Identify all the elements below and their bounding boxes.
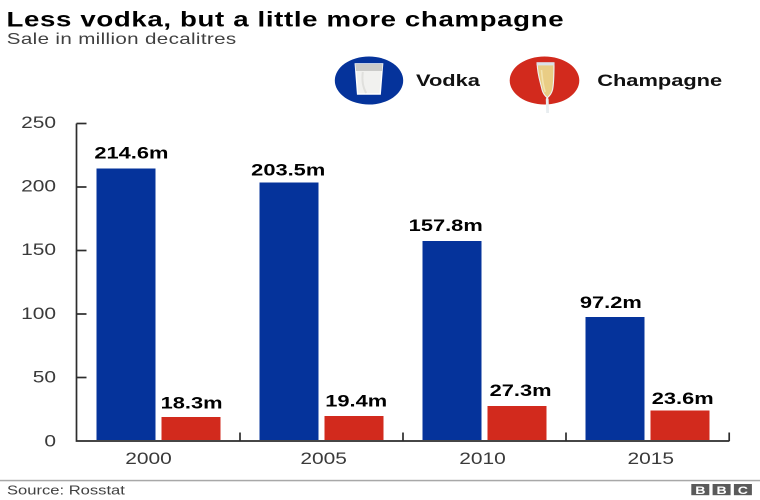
svg-text:Source: Rosstat: Source: Rosstat — [7, 484, 126, 498]
svg-text:18.3m: 18.3m — [161, 394, 223, 413]
svg-text:Sale in million decalitres: Sale in million decalitres — [7, 29, 237, 47]
svg-text:203.5m: 203.5m — [251, 161, 325, 180]
svg-text:23.6m: 23.6m — [652, 389, 714, 408]
svg-text:157.8m: 157.8m — [409, 216, 483, 235]
svg-text:2000: 2000 — [125, 449, 172, 467]
svg-text:Vodka: Vodka — [416, 71, 480, 90]
svg-text:Less vodka, but a little more: Less vodka, but a little more champagne — [7, 8, 565, 31]
svg-text:27.3m: 27.3m — [490, 381, 552, 400]
svg-text:B: B — [716, 484, 726, 496]
svg-text:0: 0 — [44, 432, 56, 450]
svg-text:250: 250 — [21, 113, 56, 131]
svg-text:Champagne: Champagne — [597, 71, 722, 90]
svg-text:100: 100 — [21, 304, 56, 322]
svg-text:19.4m: 19.4m — [325, 392, 387, 411]
svg-text:150: 150 — [21, 240, 56, 258]
svg-text:50: 50 — [33, 368, 56, 386]
svg-text:214.6m: 214.6m — [94, 144, 168, 163]
svg-text:97.2m: 97.2m — [580, 293, 642, 312]
svg-text:2010: 2010 — [459, 449, 506, 467]
svg-text:B: B — [695, 484, 705, 496]
svg-text:200: 200 — [21, 177, 56, 195]
svg-text:2015: 2015 — [628, 449, 675, 467]
svg-text:2005: 2005 — [300, 449, 347, 467]
svg-text:C: C — [738, 484, 748, 496]
